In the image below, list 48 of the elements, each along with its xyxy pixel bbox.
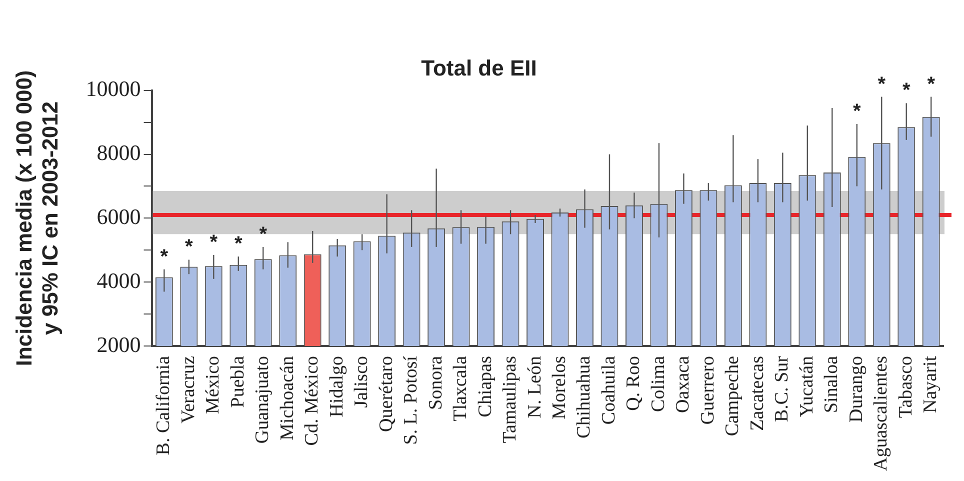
x-tick-label: Hidalgo <box>326 356 348 418</box>
x-tick-label: Tlaxcala <box>450 355 472 422</box>
x-tick-label: Chiapas <box>474 356 496 418</box>
annotation: * <box>160 246 168 268</box>
x-tick-label: Oaxaca <box>672 355 694 413</box>
x-tick-label: Guerrero <box>697 356 718 425</box>
y-tick-label: 8000 <box>96 140 141 166</box>
x-tick-label: Cd. México <box>302 356 323 446</box>
annotation: * <box>878 73 886 96</box>
x-tick-label: Aguascalientes <box>870 356 892 472</box>
x-tick-label: Guanajuato <box>252 356 274 444</box>
x-tick-label: Coahuila <box>598 355 620 425</box>
x-tick-label: Zacatecas <box>746 356 768 431</box>
annotation: * <box>185 236 194 258</box>
annotation: * <box>927 73 936 96</box>
x-tick-label: Colima <box>648 355 669 412</box>
x-tick-label: México <box>202 356 224 414</box>
annotation: * <box>259 223 268 246</box>
x-tick-label: Sinaloa <box>821 355 842 413</box>
annotation: * <box>902 80 910 102</box>
annotation: * <box>852 100 861 122</box>
x-tick-label: B. California <box>153 355 174 456</box>
x-tick-label: Tabasco <box>895 356 916 418</box>
x-tick-label: Chihuahua <box>574 355 595 438</box>
annotation: * <box>234 233 242 256</box>
x-tick-label: Q. Roo <box>623 356 644 411</box>
x-tick-label: Durango <box>846 356 867 422</box>
x-tick-label: S. L. Potosí <box>400 355 422 445</box>
x-tick-label: Jalisco <box>351 356 372 408</box>
y-axis-title: Incidencia media (x 100 000) y 95% IC en 2003-2012 <box>11 70 63 366</box>
y-tick-label: 2000 <box>96 332 141 357</box>
x-tick-label: Querétaro <box>376 356 397 432</box>
x-tick-label: Yucatán <box>796 356 818 418</box>
x-tick-label: Tamaulipas <box>500 356 521 444</box>
y-tick-label: 6000 <box>96 204 141 229</box>
x-tick-label: Sonora <box>425 355 446 410</box>
x-tick-label: B.C. Sur <box>772 355 793 422</box>
chart-title: Total de EII <box>421 55 537 80</box>
x-tick-label: Veracruz <box>178 356 199 424</box>
x-tick-label: Puebla <box>227 355 248 408</box>
x-tick-label: N. León <box>524 355 546 418</box>
x-tick-label: Nayarit <box>920 355 942 413</box>
y-tick-label: 10000 <box>86 76 141 102</box>
x-tick-label: Michoacán <box>276 355 298 440</box>
y-tick-label: 4000 <box>96 268 141 293</box>
x-tick-label: Campeche <box>722 356 744 436</box>
x-tick-label: Morelos <box>548 356 570 420</box>
annotation: * <box>210 231 218 254</box>
